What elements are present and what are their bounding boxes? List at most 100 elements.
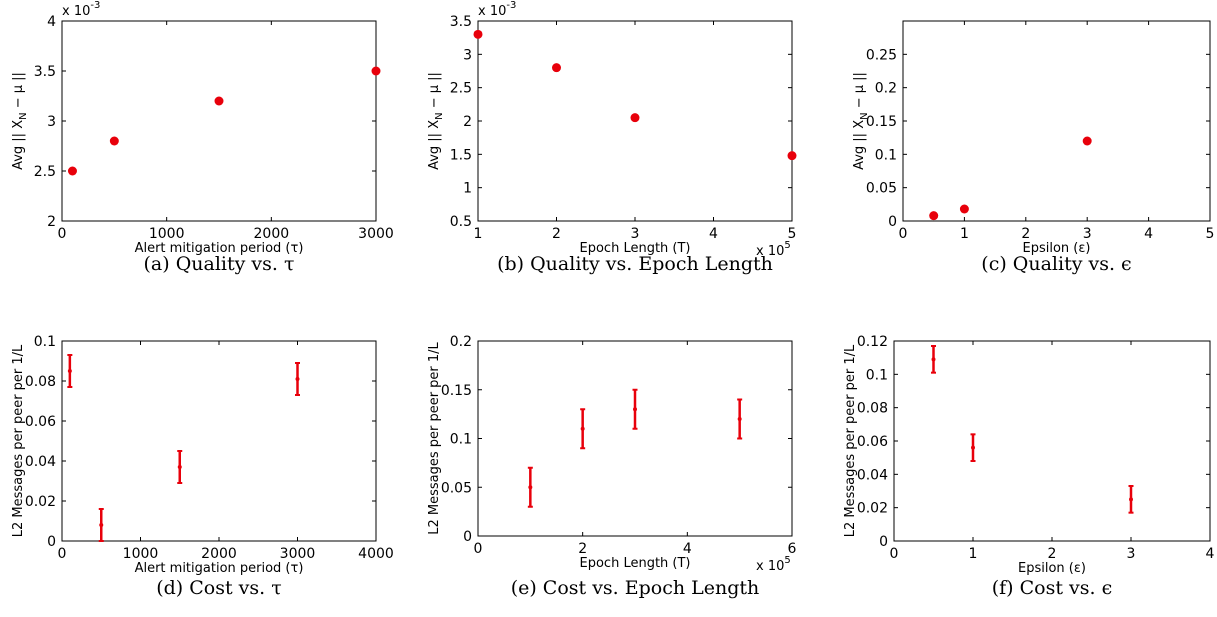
x-tick-label: 6 (788, 541, 797, 557)
y-tick-label: 0 (879, 534, 888, 550)
y-tick-label: 2 (463, 114, 472, 130)
panel-caption: (d) Cost vs. τ (156, 577, 282, 599)
y-tick-label: 2 (47, 214, 56, 230)
data-point (295, 377, 300, 381)
y-tick-label: 0.02 (25, 494, 56, 510)
panel-caption: (e) Cost vs. Epoch Length (511, 577, 760, 599)
x-tick-label: 1000 (123, 546, 159, 562)
x-tick-label: 4 (1144, 226, 1153, 242)
x-exponent-label: x 105 (756, 240, 791, 259)
plot-frame (61, 340, 377, 542)
plot-frame (61, 20, 377, 222)
x-tick-label: 3 (1083, 226, 1092, 242)
y-axis-label: L2 Messages per peer per 1/L (427, 341, 442, 534)
data-point (109, 136, 119, 146)
data-point (929, 211, 939, 221)
x-tick-label: 0 (58, 226, 67, 242)
y-tick-label: 0.08 (25, 374, 56, 390)
y-tick-label: 3 (463, 47, 472, 63)
y-tick-label: 0.1 (875, 147, 897, 163)
y-tick-label: 0.05 (866, 181, 897, 197)
chart-c: 0 1 2 3 4 5 0 0.05 0.1 0.15 0.2 0.25 Epsilon (ε) Avg … (852, 20, 1215, 275)
y-tick-label: 0.15 (866, 114, 897, 130)
x-tick-label: 4000 (358, 546, 394, 562)
y-tick-label: 0 (888, 214, 897, 230)
plot-frame (893, 340, 1211, 542)
data-point (959, 204, 969, 214)
y-tick-label: 1 (463, 181, 472, 197)
x-axis-label: Epsilon (ε) (1018, 561, 1086, 576)
x-tick-label: 1 (960, 226, 969, 242)
x-tick-label: 1 (474, 226, 483, 242)
x-tick-label: 5 (788, 226, 797, 242)
x-axis-label: Epoch Length (T) (580, 241, 691, 256)
y-tick-label: 4 (47, 14, 56, 30)
y-tick-label: 0.06 (857, 434, 888, 450)
y-tick-label: 3.5 (450, 14, 472, 30)
x-tick-label: 2 (578, 541, 587, 557)
x-exponent-label: x 105 (756, 555, 791, 574)
y-tick-label: 0.06 (25, 414, 56, 430)
x-tick-label: 3 (1127, 546, 1136, 562)
x-tick-label: 2 (552, 226, 561, 242)
x-tick-label: 0 (890, 546, 899, 562)
x-tick-label: 2 (1021, 226, 1030, 242)
y-axis-label: L2 Messages per peer per 1/L (843, 344, 858, 537)
y-tick-label: 0.1 (34, 334, 56, 350)
data-point (528, 485, 533, 490)
x-tick-label: 0 (899, 226, 908, 242)
data-point (931, 357, 936, 362)
panel-caption: (f) Cost vs. ϵ (992, 577, 1113, 599)
x-tick-label: 3000 (280, 546, 316, 562)
x-tick-label: 4 (709, 226, 718, 242)
chart-f: 0 1 2 3 4 0 0.02 0.04 0.06 0.08 0.1 0.12 Epsilon (ε)… (843, 334, 1215, 599)
x-tick-label: 2000 (201, 546, 237, 562)
data-point (630, 113, 640, 123)
x-tick-label: 3 (631, 226, 640, 242)
y-tick-label: 3.5 (34, 64, 56, 80)
data-point (177, 465, 182, 469)
y-tick-label: 0.12 (857, 334, 888, 350)
data-point (787, 151, 797, 161)
data-point (1129, 497, 1133, 502)
data-point (67, 166, 77, 176)
y-tick-label: 0.1 (866, 367, 888, 383)
y-tick-label: 0 (463, 529, 472, 545)
y-tick-label: 0.04 (25, 454, 56, 470)
plot-frame (477, 340, 793, 537)
y-axis-label: L2 Messages per peer per 1/L (11, 344, 26, 537)
y-tick-label: 1.5 (450, 147, 472, 163)
y-tick-label: 0.08 (857, 401, 888, 417)
data-point (971, 445, 975, 450)
x-tick-label: 5 (1206, 226, 1215, 242)
chart-a: 0 1000 2000 3000 2 2.5 3 3.5 4 Alert mitigation p… (11, 0, 394, 275)
x-axis-label: Alert mitigation period (τ) (135, 561, 304, 576)
y-exponent-label: x 10-3 (478, 0, 516, 19)
plot-frame (902, 20, 1211, 222)
y-tick-label: 3 (47, 114, 56, 130)
y-tick-label: 0.1 (450, 432, 472, 448)
data-point (473, 29, 483, 39)
panel-caption: (a) Quality vs. τ (144, 253, 295, 275)
y-tick-label: 0.2 (450, 334, 472, 350)
data-point (214, 96, 224, 106)
data-point (552, 63, 561, 73)
panel-caption: (c) Quality vs. ϵ (981, 253, 1131, 275)
x-tick-label: 2000 (254, 226, 290, 242)
y-tick-label: 0.05 (441, 480, 472, 496)
y-tick-label: 0 (47, 534, 56, 550)
x-axis-label: Epoch Length (T) (580, 556, 691, 571)
data-point (67, 369, 72, 373)
y-tick-label: 0.02 (857, 501, 888, 517)
y-tick-label: 2.5 (450, 81, 472, 97)
data-point (633, 407, 637, 412)
y-tick-label: 0.5 (450, 214, 472, 230)
x-tick-label: 4 (1206, 546, 1215, 562)
x-tick-label: 0 (58, 546, 67, 562)
x-tick-label: 0 (474, 541, 483, 557)
x-tick-label: 4 (683, 541, 692, 557)
data-point (580, 426, 585, 431)
data-point (1082, 136, 1092, 146)
